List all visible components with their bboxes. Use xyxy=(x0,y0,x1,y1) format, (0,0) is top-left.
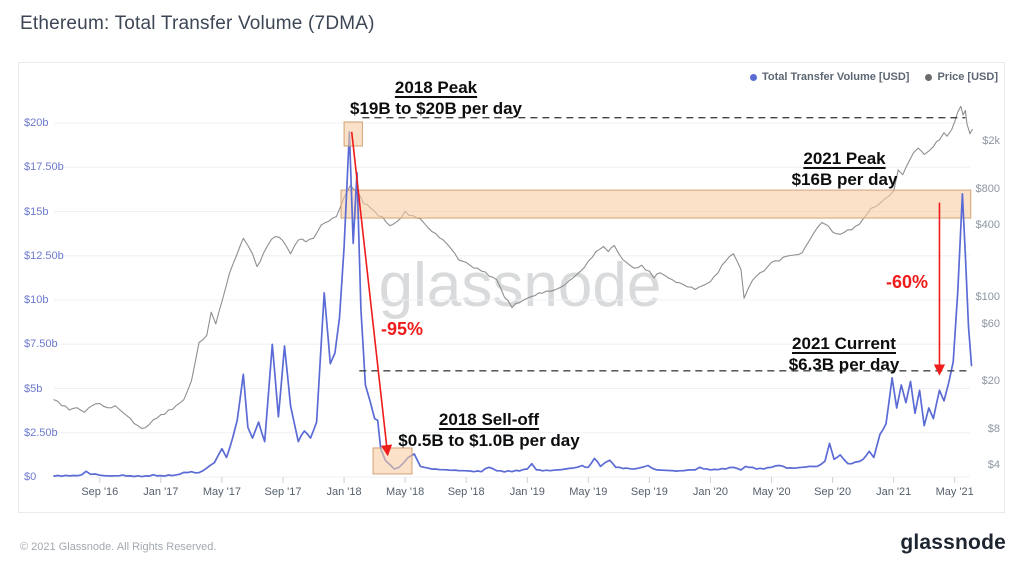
y-right-tick-label: $60 xyxy=(981,317,1000,330)
x-tick-label: Jan '21 xyxy=(876,486,912,498)
chart-legend: Total Transfer Volume [USD] Price [USD] xyxy=(749,71,998,83)
annotation-drop-95: -95% xyxy=(381,319,424,339)
y-right-tick-label: $2k xyxy=(982,135,1000,148)
y-right-tick-label: $8 xyxy=(987,422,1000,435)
annotation-2018-selloff-title: 2018 Sell-off xyxy=(438,410,540,429)
y-right-tick-label: $400 xyxy=(975,219,1000,231)
legend-dot xyxy=(749,73,757,81)
glassnode-logo: glassnode xyxy=(900,531,1006,554)
y-left-tick-label: $10b xyxy=(24,294,49,306)
legend-item-price[interactable]: Price [USD] xyxy=(925,71,998,83)
annotation-2021-peak-subtitle: $16B per day xyxy=(791,170,898,189)
annotation-2021-current-subtitle: $6.3B per day xyxy=(788,355,900,374)
y-right-tick-label: $800 xyxy=(975,182,1000,195)
annotation-2021-peak-title: 2021 Peak xyxy=(803,149,886,168)
x-tick-label: Sep '17 xyxy=(264,486,302,498)
legend-label: Total Transfer Volume [USD] xyxy=(761,71,910,83)
x-tick-label: May '19 xyxy=(569,486,608,498)
annotation-2018-peak-subtitle: $19B to $20B per day xyxy=(350,99,522,118)
x-tick-label: Jan '17 xyxy=(143,486,179,498)
annotation-2021-current-title: 2021 Current xyxy=(792,334,896,353)
x-tick-label: May '20 xyxy=(752,486,791,498)
y-right-tick-label: $100 xyxy=(975,291,1000,304)
y-right-tick-label: $4 xyxy=(987,459,1000,471)
annotation-2021-current: 2021 Current $6.3B per day xyxy=(740,333,948,375)
footer-copyright: © 2021 Glassnode. All Rights Reserved. xyxy=(20,541,217,553)
x-tick-label: May '18 xyxy=(386,486,425,498)
y-left-tick-label: $12.50b xyxy=(24,249,64,262)
annotation-2018-peak: 2018 Peak $19B to $20B per day xyxy=(330,77,542,119)
annotation-2018-peak-title: 2018 Peak xyxy=(394,78,478,97)
y-left-tick-label: $15b xyxy=(24,205,49,218)
glassnode-watermark: glassnode xyxy=(378,251,662,320)
y-left-tick-label: $17.50b xyxy=(24,161,64,174)
price-line xyxy=(53,105,973,430)
highlight-band-2021 xyxy=(340,189,972,219)
chart-card xyxy=(18,62,1005,513)
x-tick-label: Sep '19 xyxy=(630,486,668,498)
x-tick-label: May '17 xyxy=(202,486,242,498)
x-tick-label: Sep '16 xyxy=(81,486,119,498)
legend-dot xyxy=(925,73,933,81)
legend-label: Price [USD] xyxy=(937,71,998,83)
x-tick-label: Jan '19 xyxy=(509,486,545,498)
annotation-2021-peak: 2021 Peak $16B per day xyxy=(742,148,947,190)
x-tick-label: May '21 xyxy=(935,486,974,498)
highlight-box-2018-selloff xyxy=(372,447,413,475)
y-left-tick-label: $2.50b xyxy=(24,426,58,439)
x-tick-label: Sep '18 xyxy=(447,486,485,498)
y-left-tick-label: $20b xyxy=(24,117,49,129)
legend-item-volume[interactable]: Total Transfer Volume [USD] xyxy=(749,71,910,83)
arrow-95-percent xyxy=(350,131,393,457)
annotation-2018-selloff: 2018 Sell-off $0.5B to $1.0B per day xyxy=(383,409,595,451)
volume-line xyxy=(53,131,973,478)
y-right-tick-label: $20 xyxy=(981,375,1000,388)
x-tick-label: Sep '20 xyxy=(814,486,852,498)
annotation-drop-60: -60% xyxy=(886,272,929,292)
page-title: Ethereum: Total Transfer Volume (7DMA) xyxy=(20,13,375,34)
y-left-tick-label: $5b xyxy=(24,382,43,395)
annotation-2018-selloff-subtitle: $0.5B to $1.0B per day xyxy=(398,431,580,450)
x-tick-label: Jan '20 xyxy=(692,486,729,498)
y-left-tick-label: $0 xyxy=(24,471,37,483)
y-left-tick-label: $7.50b xyxy=(24,338,58,351)
x-tick-label: Jan '18 xyxy=(326,486,362,498)
